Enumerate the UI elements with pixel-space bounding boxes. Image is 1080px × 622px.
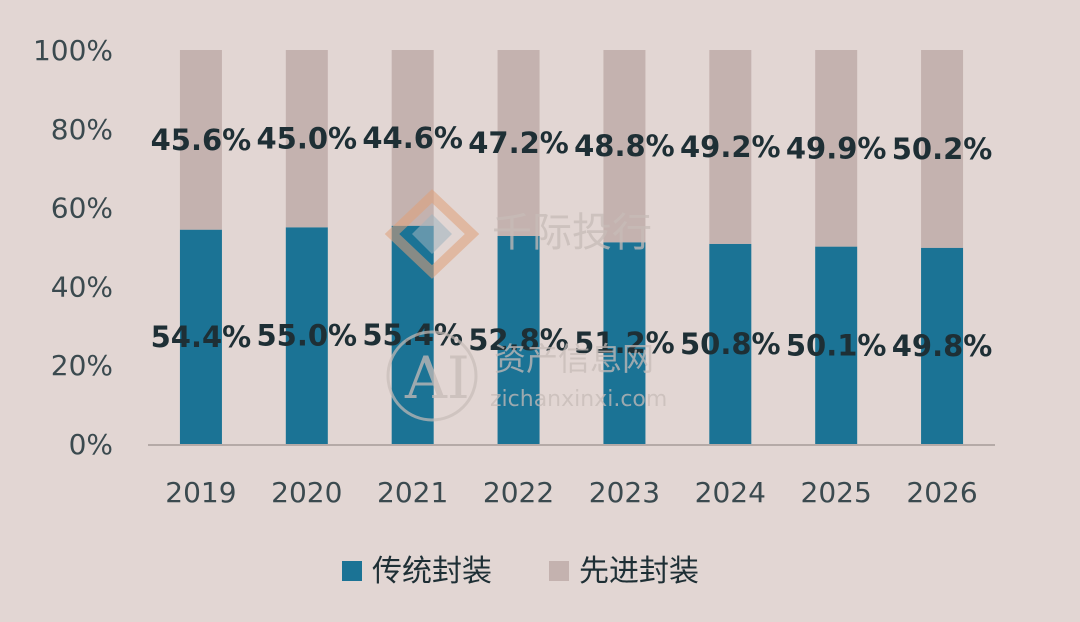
x-tick-label: 2021 <box>377 476 448 509</box>
x-tick-label: 2024 <box>695 476 766 509</box>
x-tick-label: 2025 <box>801 476 872 509</box>
x-axis: 2019 2020 2021 2022 2023 2024 2025 2026 <box>165 476 977 509</box>
y-tick-label: 80% <box>51 113 113 146</box>
data-label-traditional: 55.0% <box>257 319 358 353</box>
legend: 传统封装 先进封装 <box>342 554 699 589</box>
bar-traditional-2025 <box>815 246 858 444</box>
watermark-brand-text: 千际投行 <box>492 210 652 256</box>
y-tick-label: 100% <box>33 34 113 67</box>
bar-traditional-2026 <box>921 247 964 444</box>
bar-traditional-2020 <box>285 227 328 444</box>
legend-label-advanced: 先进封装 <box>579 554 699 589</box>
x-tick-label: 2023 <box>589 476 660 509</box>
data-label-traditional: 50.1% <box>786 328 887 362</box>
watermark-logo-icon <box>386 330 478 422</box>
data-label-traditional: 50.8% <box>680 327 781 361</box>
y-tick-label: 40% <box>51 270 113 303</box>
watermark-site-url: zichanxinxi.com <box>490 387 667 412</box>
data-label-traditional: 52.8% <box>468 323 569 357</box>
bar-advanced-2024 <box>709 50 752 244</box>
legend-label-traditional: 传统封装 <box>372 554 492 589</box>
bar-advanced-2023 <box>603 50 646 243</box>
data-label-traditional: 51.2% <box>574 326 675 360</box>
x-tick-label: 2022 <box>483 476 554 509</box>
y-tick-label: 0% <box>69 428 113 461</box>
bar-traditional-2023 <box>603 242 646 444</box>
data-label-advanced: 49.9% <box>786 131 887 165</box>
bars <box>179 50 964 444</box>
data-label-advanced: 45.0% <box>257 122 358 156</box>
data-label-traditional: 49.8% <box>892 329 993 363</box>
watermark-site-name: 资产信息网 <box>494 340 654 378</box>
bar-traditional-2022 <box>497 235 540 444</box>
y-tick-label: 20% <box>51 349 113 382</box>
data-label-traditional: 54.4% <box>151 320 252 354</box>
bar-advanced-2019 <box>179 50 222 230</box>
data-label-advanced: 50.2% <box>892 132 993 166</box>
watermark: 千际投行 AI 资产信息网 zichanxinxi.com <box>384 189 667 422</box>
watermark-logo-text: AI <box>404 344 470 412</box>
data-label-advanced: 48.8% <box>574 129 675 163</box>
y-axis: 0% 20% 40% 60% 80% 100% <box>33 34 113 461</box>
data-label-advanced: 47.2% <box>468 126 569 160</box>
y-tick-label: 60% <box>51 192 113 225</box>
bar-advanced-2026 <box>921 50 964 248</box>
legend-swatch-traditional <box>342 561 362 581</box>
bar-advanced-2022 <box>497 50 540 236</box>
x-tick-label: 2019 <box>165 476 236 509</box>
legend-swatch-advanced <box>549 561 569 581</box>
bar-traditional-2024 <box>709 243 752 444</box>
bar-advanced-2020 <box>285 50 328 228</box>
bar-traditional-2019 <box>179 229 222 444</box>
data-label-advanced: 49.2% <box>680 130 781 164</box>
data-label-advanced: 45.6% <box>151 123 252 157</box>
data-labels: 54.4%45.6%55.0%45.0%55.4%44.6%52.8%47.2%… <box>151 121 993 363</box>
data-label-advanced: 44.6% <box>362 121 463 155</box>
x-tick-label: 2020 <box>271 476 342 509</box>
x-tick-label: 2026 <box>906 476 977 509</box>
bar-advanced-2025 <box>815 50 858 247</box>
brand-logo-icon <box>384 189 480 279</box>
